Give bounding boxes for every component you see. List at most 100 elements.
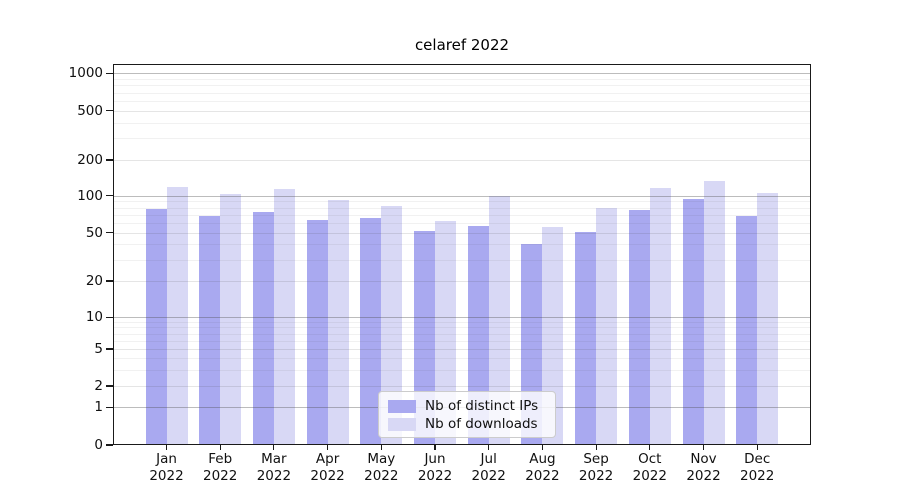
- bar-downloads-jan-2022: [166, 186, 188, 445]
- y-tick-mark-100: [106, 195, 113, 197]
- bar-downloads-sep-2022: [596, 208, 618, 445]
- bar-downloads-apr-2022: [327, 200, 349, 445]
- y-tick-mark-200: [106, 159, 113, 161]
- chart-title: celaref 2022: [414, 36, 510, 54]
- x-tick-label-mar-2022: Mar 2022: [256, 451, 292, 484]
- x-tick-label-jan-2022: Jan 2022: [149, 451, 184, 484]
- y-tick-label-50: 50: [85, 224, 103, 241]
- gridline-5: [113, 348, 811, 350]
- gridline-50: [113, 232, 811, 234]
- y-tick-label-5: 5: [94, 340, 103, 357]
- y-tick-label-10: 10: [85, 309, 103, 326]
- gridline-1000: [113, 73, 811, 75]
- gridline-minor-700: [113, 92, 811, 94]
- y-tick-label-1000: 1000: [68, 65, 103, 82]
- gridline-10: [113, 317, 811, 319]
- y-tick-mark-50: [106, 232, 113, 234]
- bar-downloads-aug-2022: [542, 226, 564, 445]
- bar-distinct-ips-sep-2022: [575, 231, 597, 445]
- legend-label-distinct-ips: Nb of distinct IPs: [425, 398, 539, 414]
- x-tick-label-feb-2022: Feb 2022: [203, 451, 238, 484]
- x-tick-mark-oct-2022: [649, 445, 651, 450]
- bar-downloads-dec-2022: [757, 192, 779, 445]
- x-tick-label-dec-2022: Dec 2022: [740, 451, 775, 484]
- x-tick-label-nov-2022: Nov 2022: [686, 451, 721, 484]
- y-tick-mark-1000: [106, 72, 113, 74]
- x-tick-mark-dec-2022: [756, 445, 758, 450]
- gridline-200: [113, 160, 811, 161]
- gridline-2: [113, 385, 811, 387]
- x-tick-mark-aug-2022: [541, 445, 543, 450]
- gridline-minor-30: [113, 259, 811, 261]
- gridline-minor-4: [113, 357, 811, 359]
- x-tick-mark-mar-2022: [273, 445, 275, 450]
- gridline-minor-40: [113, 244, 811, 246]
- bar-distinct-ips-jan-2022: [145, 208, 167, 445]
- bar-distinct-ips-apr-2022: [306, 219, 328, 445]
- gridline-minor-8: [113, 327, 811, 329]
- x-tick-mark-sep-2022: [595, 445, 597, 450]
- y-tick-label-500: 500: [77, 102, 103, 119]
- y-tick-label-100: 100: [77, 187, 103, 204]
- y-tick-mark-1: [106, 406, 113, 408]
- x-tick-mark-jan-2022: [165, 445, 168, 450]
- x-tick-label-may-2022: May 2022: [364, 451, 399, 484]
- x-tick-mark-jul-2022: [488, 445, 490, 450]
- gridline-20: [113, 281, 811, 283]
- bar-downloads-feb-2022: [220, 194, 242, 445]
- bar-distinct-ips-feb-2022: [199, 216, 221, 445]
- x-tick-label-jun-2022: Jun 2022: [417, 451, 453, 484]
- gridline-minor-80: [113, 207, 811, 209]
- bar-distinct-ips-jul-2022: [467, 225, 489, 445]
- y-tick-label-1: 1: [94, 399, 103, 416]
- y-tick-mark-10: [106, 316, 113, 318]
- bar-downloads-may-2022: [381, 205, 403, 445]
- gridline-minor-90: [113, 201, 811, 203]
- legend-item-downloads: Nb of downloads: [388, 416, 546, 432]
- bar-downloads-jul-2022: [488, 195, 510, 445]
- bar-distinct-ips-mar-2022: [252, 211, 274, 445]
- bar-distinct-ips-may-2022: [360, 217, 382, 445]
- bar-downloads-oct-2022: [649, 188, 671, 445]
- gridline-minor-400: [113, 122, 811, 124]
- legend-label-downloads: Nb of downloads: [425, 416, 538, 432]
- gridline-minor-3: [113, 369, 811, 371]
- gridline-minor-600: [113, 100, 811, 102]
- x-tick-mark-apr-2022: [327, 445, 329, 450]
- y-tick-mark-500: [106, 110, 113, 112]
- bar-distinct-ips-oct-2022: [628, 210, 650, 445]
- x-tick-mark-may-2022: [380, 445, 382, 450]
- x-tick-label-apr-2022: Apr 2022: [310, 451, 345, 484]
- y-tick-label-2: 2: [94, 377, 103, 394]
- gridline-minor-800: [113, 85, 811, 87]
- y-tick-label-200: 200: [77, 152, 103, 168]
- legend-item-distinct-ips: Nb of distinct IPs: [388, 398, 546, 414]
- y-tick-mark-5: [106, 348, 113, 350]
- bar-distinct-ips-dec-2022: [736, 216, 758, 445]
- legend-swatch-distinct-ips: [388, 399, 416, 413]
- gridline-minor-7: [113, 333, 811, 335]
- gridline-minor-300: [113, 138, 811, 140]
- bar-distinct-ips-nov-2022: [682, 199, 704, 445]
- x-tick-mark-jun-2022: [434, 445, 436, 450]
- x-tick-mark-feb-2022: [219, 445, 221, 450]
- gridline-100: [113, 195, 811, 197]
- gridline-minor-9: [113, 322, 811, 324]
- y-tick-mark-0: [106, 444, 113, 446]
- bar-downloads-nov-2022: [703, 181, 725, 445]
- bar-downloads-mar-2022: [273, 189, 295, 445]
- x-tick-label-jul-2022: Jul 2022: [471, 451, 506, 484]
- gridline-minor-60: [113, 222, 811, 224]
- gridline-minor-900: [113, 78, 811, 80]
- y-tick-label-20: 20: [85, 273, 103, 290]
- gridline-minor-6: [113, 340, 811, 342]
- y-tick-label-0: 0: [94, 437, 103, 453]
- legend-swatch-downloads: [388, 417, 416, 431]
- bar-downloads-jun-2022: [435, 221, 456, 445]
- legend: Nb of distinct IPs Nb of downloads: [378, 391, 556, 438]
- plot-area: 0 1 2 5 10 20 50 100 200 500 1000 Jan 2022 Feb 2022 Mar…: [69, 64, 811, 484]
- x-tick-label-oct-2022: Oct 2022: [632, 451, 667, 484]
- x-tick-mark-nov-2022: [702, 445, 705, 450]
- x-tick-label-sep-2022: Sep 2022: [578, 451, 614, 484]
